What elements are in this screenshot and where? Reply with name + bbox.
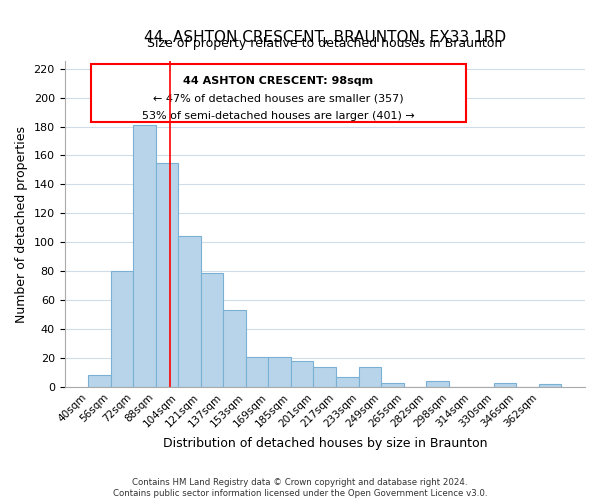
Bar xyxy=(313,366,336,387)
Bar xyxy=(111,271,133,387)
Bar xyxy=(268,356,291,387)
Y-axis label: Number of detached properties: Number of detached properties xyxy=(15,126,28,322)
Bar xyxy=(336,377,359,387)
Text: 44 ASHTON CRESCENT: 98sqm: 44 ASHTON CRESCENT: 98sqm xyxy=(183,76,373,86)
Bar xyxy=(88,376,111,387)
Bar xyxy=(156,162,178,387)
Text: Size of property relative to detached houses in Braunton: Size of property relative to detached ho… xyxy=(147,37,502,50)
Bar xyxy=(246,356,268,387)
Text: 53% of semi-detached houses are larger (401) →: 53% of semi-detached houses are larger (… xyxy=(142,110,415,120)
FancyBboxPatch shape xyxy=(91,64,466,122)
Bar xyxy=(539,384,562,387)
Text: ← 47% of detached houses are smaller (357): ← 47% of detached houses are smaller (35… xyxy=(153,94,404,104)
Bar xyxy=(223,310,246,387)
Text: Contains HM Land Registry data © Crown copyright and database right 2024.
Contai: Contains HM Land Registry data © Crown c… xyxy=(113,478,487,498)
Bar xyxy=(178,236,201,387)
X-axis label: Distribution of detached houses by size in Braunton: Distribution of detached houses by size … xyxy=(163,437,487,450)
Bar xyxy=(291,361,313,387)
Title: 44, ASHTON CRESCENT, BRAUNTON, EX33 1RD: 44, ASHTON CRESCENT, BRAUNTON, EX33 1RD xyxy=(144,30,506,45)
Bar xyxy=(494,382,516,387)
Bar xyxy=(359,366,381,387)
Bar xyxy=(381,382,404,387)
Bar xyxy=(133,125,156,387)
Bar xyxy=(201,272,223,387)
Bar xyxy=(426,381,449,387)
